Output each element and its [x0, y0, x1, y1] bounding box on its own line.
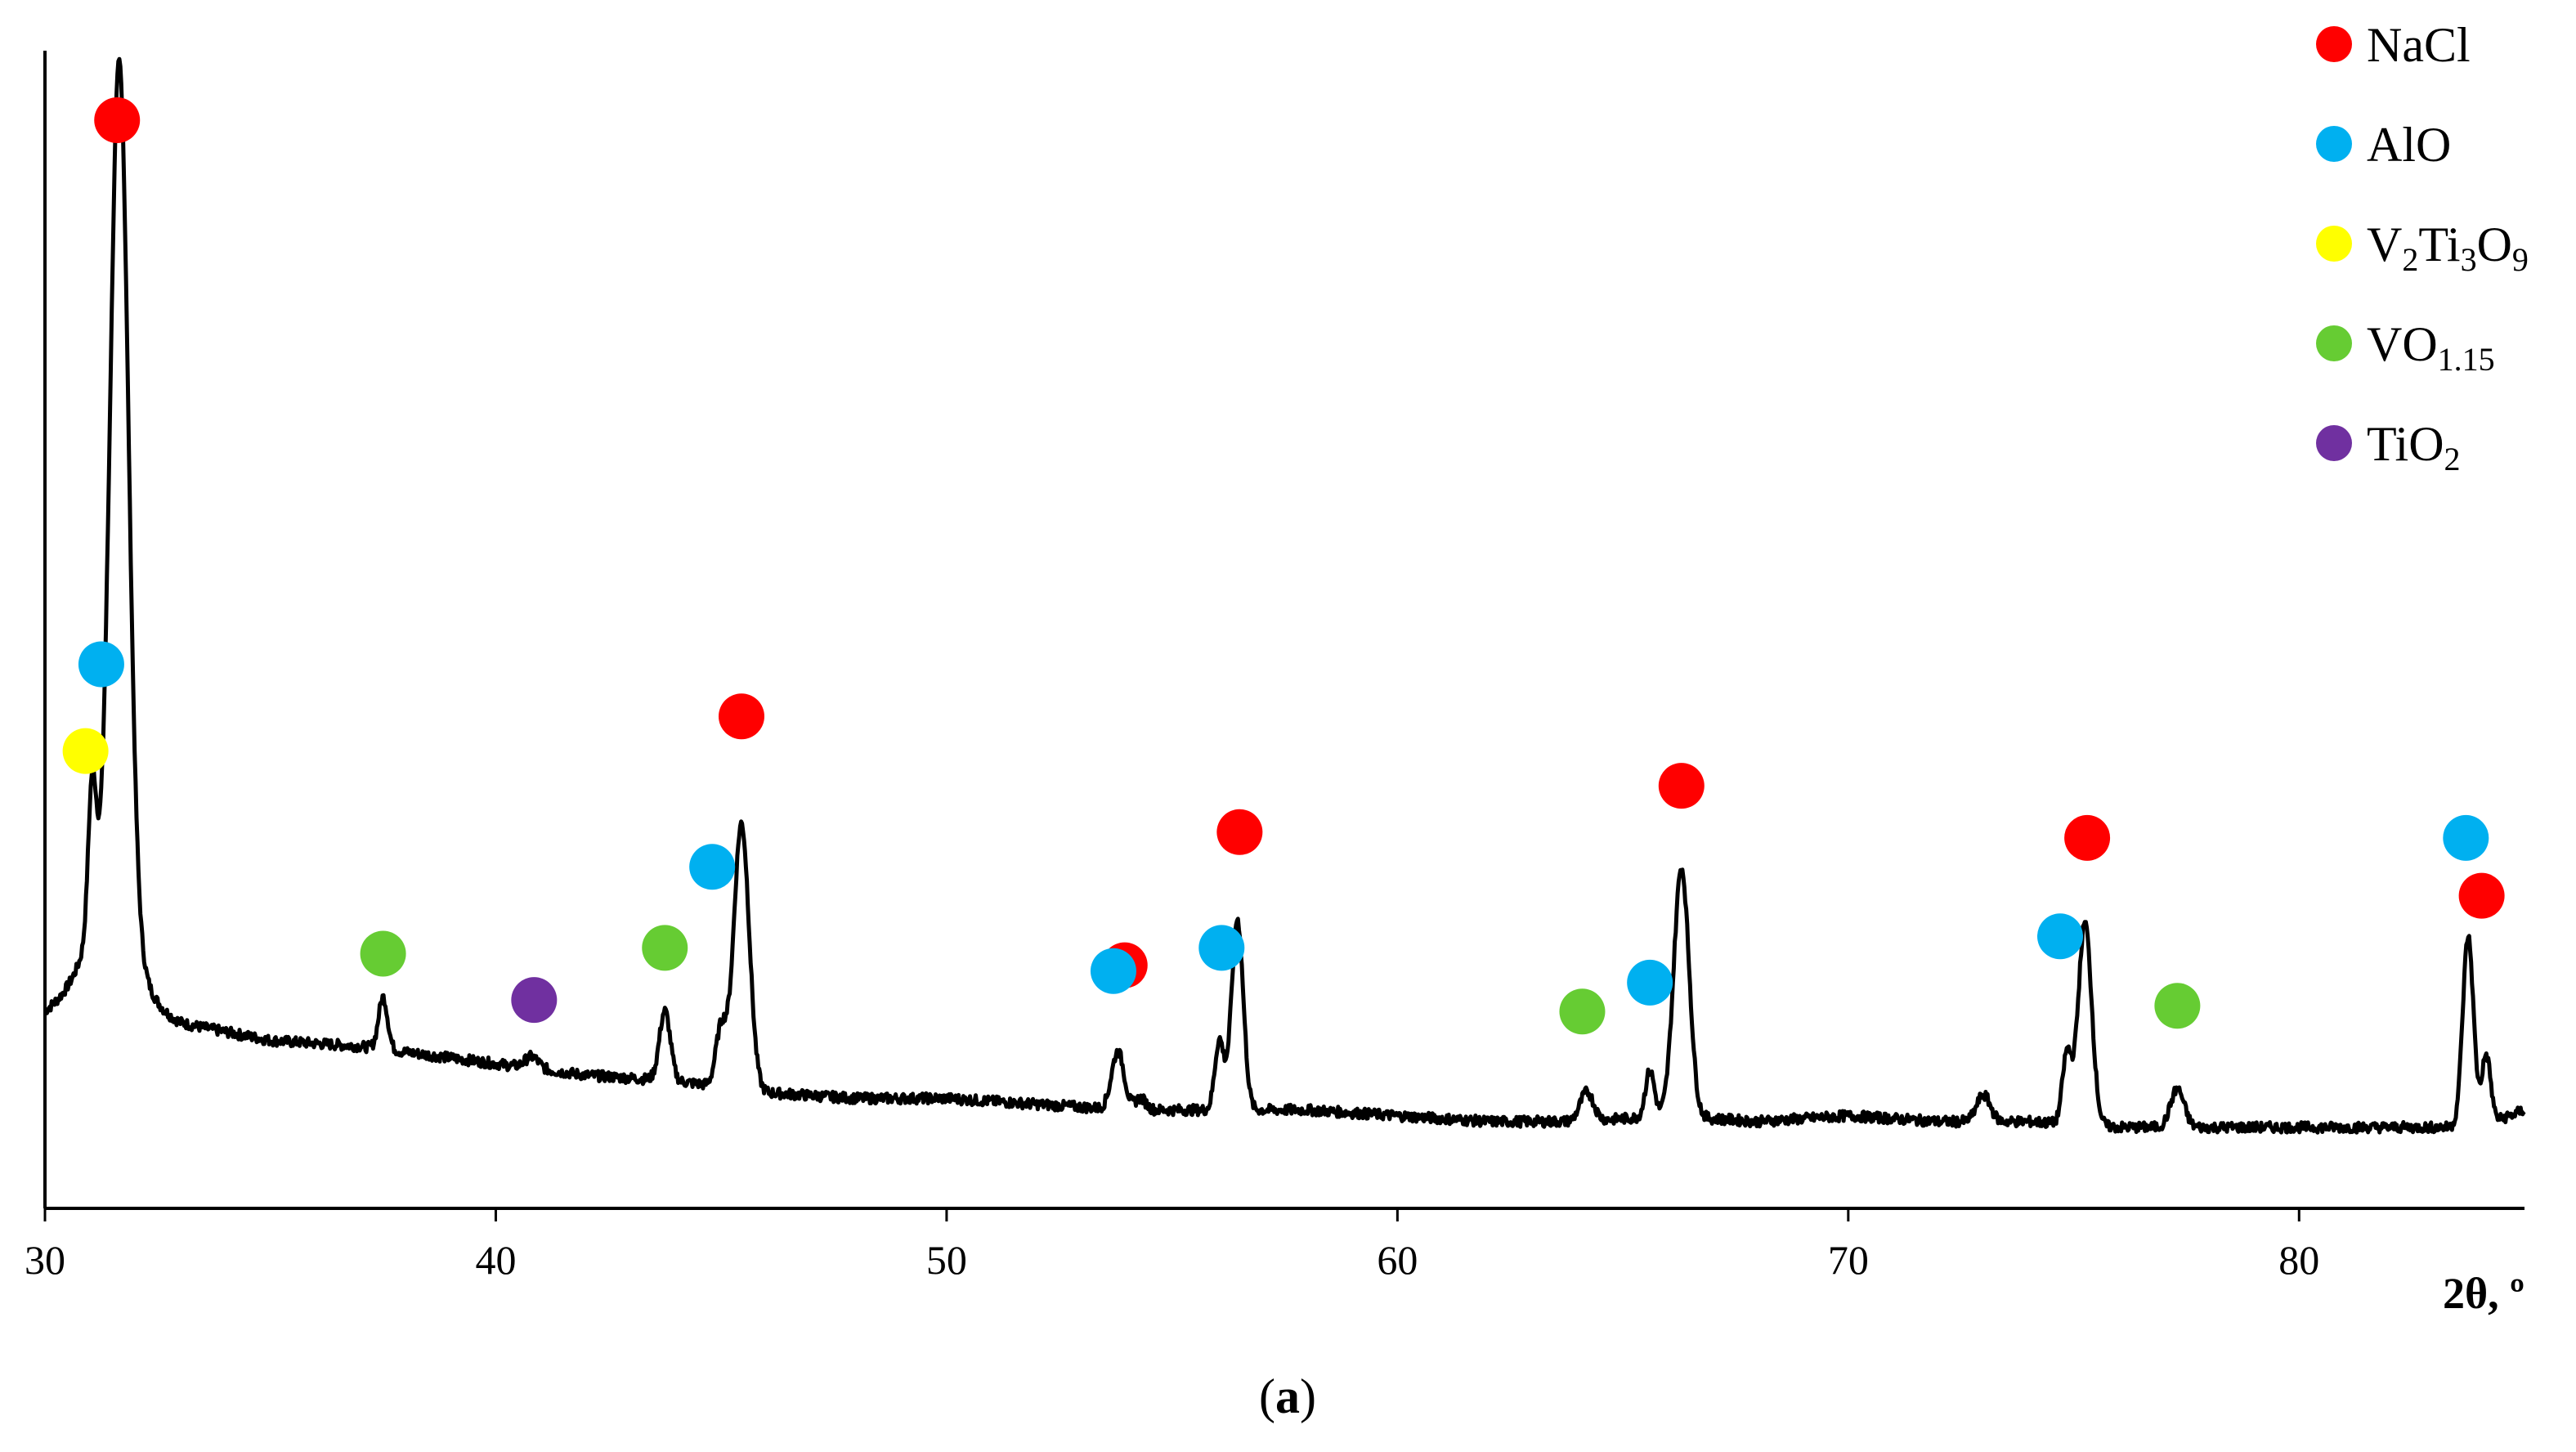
- marker-nacl: [94, 96, 141, 143]
- marker-nacl: [2064, 814, 2111, 861]
- phase-markers: [62, 96, 2505, 1035]
- x-tick-label: 70: [1828, 1237, 1869, 1283]
- marker-nacl: [1216, 809, 1263, 855]
- panel-caption: (a): [1259, 1369, 1316, 1423]
- marker-vo115: [360, 930, 406, 977]
- marker-alo: [2037, 913, 2084, 960]
- legend-label: VO1.15: [2367, 317, 2495, 378]
- diffraction-pattern-line: [43, 56, 2526, 1135]
- marker-vo115: [1559, 988, 1606, 1035]
- legend-swatch-alo: [2316, 126, 2352, 162]
- caption-close: ): [1300, 1369, 1316, 1423]
- legend-swatch-v2ti3o9: [2316, 226, 2352, 262]
- marker-alo: [78, 641, 124, 688]
- marker-nacl: [1658, 763, 1705, 809]
- marker-nacl: [718, 693, 764, 740]
- legend-swatch-tio2: [2316, 425, 2352, 461]
- marker-alo: [2443, 814, 2489, 861]
- marker-nacl: [2458, 872, 2505, 919]
- x-tick-label: 50: [926, 1237, 967, 1283]
- legend-swatch-vo115: [2316, 325, 2352, 361]
- x-tick-label: 40: [475, 1237, 516, 1283]
- marker-vo115: [642, 925, 688, 971]
- marker-alo: [1198, 925, 1245, 971]
- x-ticks: 30 40 50 60 70 80: [25, 1208, 2319, 1283]
- marker-vo115: [2154, 983, 2201, 1029]
- legend-label: NaCl: [2367, 18, 2471, 72]
- x-axis-title: 2θ, º: [2443, 1269, 2524, 1318]
- x-tick-label: 80: [2278, 1237, 2319, 1283]
- legend-label: V2Ti3O9: [2367, 217, 2529, 278]
- legend-swatch-nacl: [2316, 26, 2352, 62]
- x-tick-label: 30: [25, 1237, 65, 1283]
- x-tick-label: 60: [1377, 1237, 1418, 1283]
- caption-letter: a: [1275, 1369, 1300, 1423]
- legend-label: AlO: [2367, 118, 2451, 172]
- marker-alo: [1090, 948, 1136, 994]
- marker-alo: [1627, 959, 1673, 1006]
- legend: NaCl AlO V2Ti3O9 VO1.15 TiO2: [2316, 18, 2529, 477]
- marker-alo: [689, 844, 736, 890]
- marker-v2ti3o9: [62, 728, 109, 774]
- marker-tio2: [511, 977, 558, 1024]
- caption-open: (: [1259, 1369, 1275, 1423]
- legend-label: TiO2: [2367, 417, 2461, 477]
- axes: 30 40 50 60 70 80 2θ, º: [25, 51, 2524, 1318]
